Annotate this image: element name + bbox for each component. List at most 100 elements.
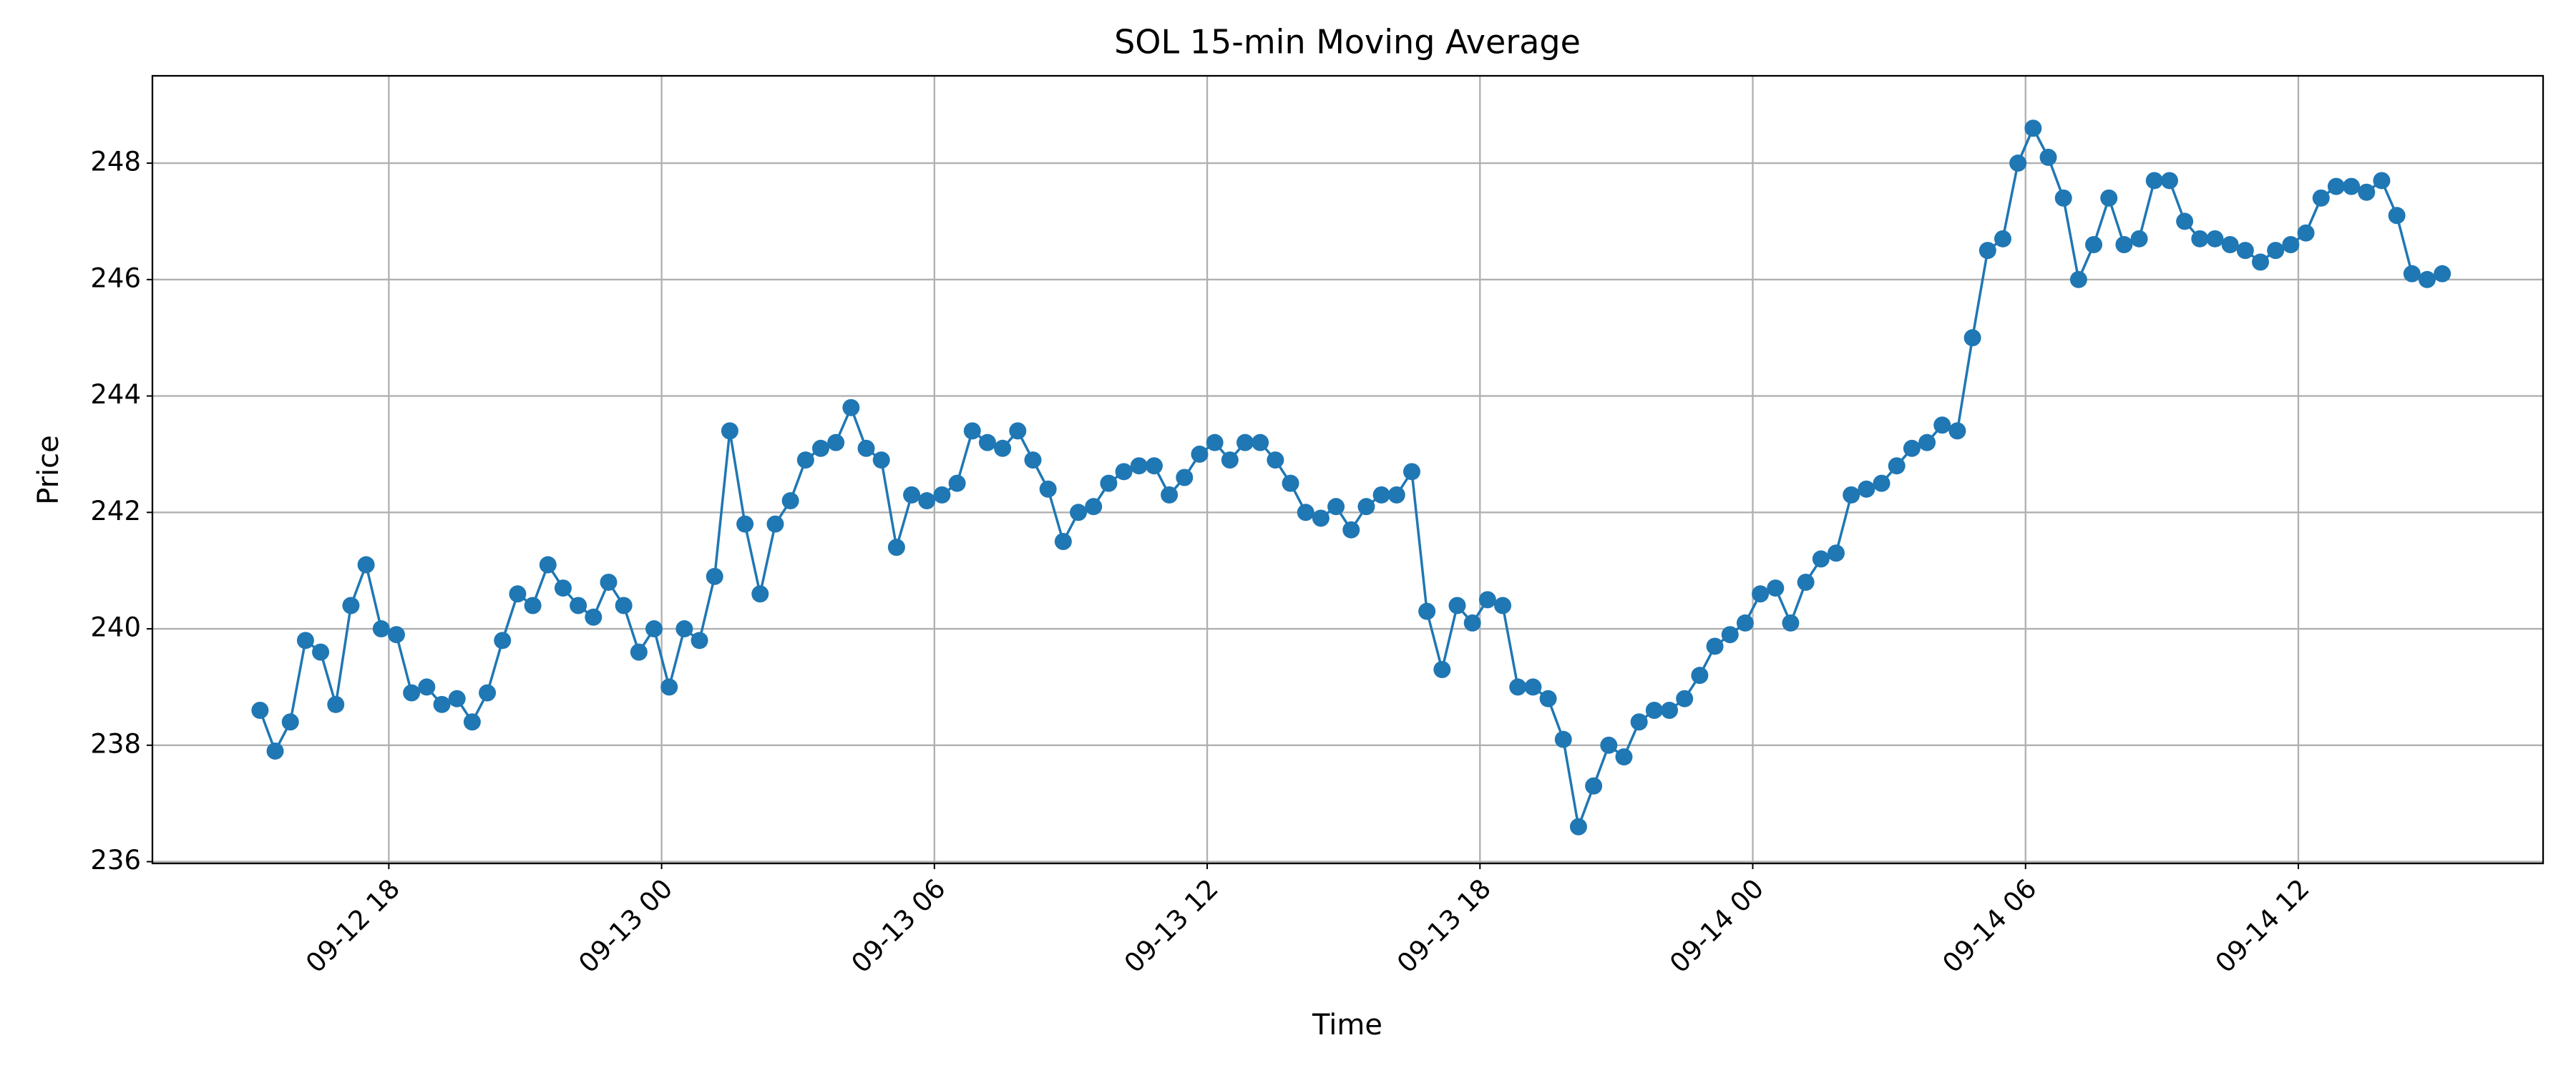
x-tick-label: 09-13 12 [1118,873,1224,979]
line [258,125,2443,832]
point [1252,433,1269,451]
y-tick-label: 244 [90,379,141,410]
point [494,632,512,650]
point [1752,585,1770,603]
point [1630,713,1648,731]
point [2160,172,2178,190]
point [1145,457,1163,475]
point [327,695,345,713]
point [1676,690,1694,707]
point [2434,265,2451,283]
point [1600,736,1618,754]
point [1402,463,1420,481]
point [1569,818,1587,836]
point [978,433,996,451]
point [1843,486,1860,504]
point [387,626,405,644]
point [963,422,981,440]
point [372,620,390,638]
point [1100,474,1118,492]
point [1812,550,1830,568]
y-tick-label: 246 [90,263,141,293]
point [1888,457,1906,475]
x-tick-label: 09-14 12 [2210,873,2316,979]
x-tick-label: 09-13 00 [572,873,678,979]
point [1267,451,1284,469]
point [691,632,708,650]
point [1357,498,1375,516]
point [994,439,1012,457]
point [1706,637,1724,655]
point [2100,189,2118,207]
x-tick-label: 09-13 18 [1391,873,1497,979]
point [418,678,436,696]
point [479,684,497,702]
point [570,597,587,614]
point [554,579,572,597]
point [266,742,284,760]
y-tick-label: 236 [90,845,141,876]
point [645,620,663,638]
point [1236,433,1254,451]
point [1206,433,1224,451]
point [2145,172,2163,190]
point [1615,748,1633,766]
point [2373,172,2391,190]
point [1661,701,1679,719]
point [1282,474,1299,492]
x-tick-label: 09-12 18 [300,873,406,979]
point [1873,474,1890,492]
point [1645,701,1663,719]
point [296,632,314,650]
point [1463,614,1481,632]
point [1994,230,2011,248]
point [1372,486,1390,504]
point [1130,457,1148,475]
x-axis-label: Time [1312,1009,1382,1042]
point [766,515,784,533]
point [1539,690,1557,707]
point [1585,777,1603,795]
point [2358,183,2376,201]
point [1933,416,1951,434]
point [887,539,905,557]
point [1721,626,1739,644]
point [918,492,936,510]
point [706,567,723,585]
point [1767,579,1785,597]
point [2221,235,2239,253]
point [509,585,527,603]
y-tick-label: 242 [90,496,141,526]
point [1297,504,1314,521]
point [675,620,693,638]
point [2388,207,2406,225]
point [751,585,769,603]
point [2009,155,2027,172]
point [1085,498,1103,516]
point [2418,270,2436,288]
point [281,713,299,731]
point [1524,678,1542,696]
point [1903,439,1921,457]
point [781,492,799,510]
point [600,573,618,591]
point [524,597,542,614]
point [585,608,602,626]
point [2343,177,2361,195]
point [2115,235,2133,253]
point [1448,597,1466,614]
point [1736,614,1754,632]
point [2297,224,2315,242]
point [433,695,451,713]
point [2282,235,2300,253]
point [736,515,754,533]
x-tick-label: 09-14 00 [1664,873,1770,979]
point [2312,189,2330,207]
point [2069,270,2087,288]
point [2252,253,2270,271]
point [2054,189,2072,207]
point [1433,661,1451,679]
point [403,684,421,702]
